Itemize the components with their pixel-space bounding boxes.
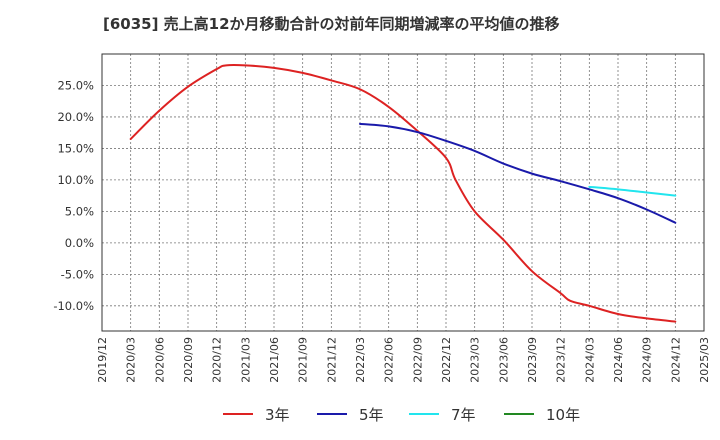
x-tick-label: 2022/09 [411,337,424,383]
x-tick-label: 2024/09 [641,337,654,383]
x-axis-ticks: 2019/12 2020/03 2020/06 2020/09 2020/12 2021/… [96,337,711,383]
grid-lines [101,54,705,331]
x-tick-label: 2024/06 [612,337,625,383]
x-tick-label: 2019/12 [96,337,109,383]
y-tick-label: 20.0% [57,110,94,124]
x-tick-label: 2021/09 [297,337,310,383]
legend-swatch-7yr [409,413,439,415]
series-line-3yr [129,63,677,323]
x-tick-label: 2023/03 [469,337,482,383]
legend-swatch-10yr [504,413,534,415]
series-line-5yr [359,122,677,224]
legend-item-3yr: 3年 [223,404,290,424]
legend-item-10yr: 10年 [504,404,580,424]
x-tick-label: 2024/03 [583,337,596,383]
x-tick-label: 2024/12 [669,337,682,383]
x-tick-label: 2020/03 [125,337,138,383]
x-tick-label: 2025/03 [698,337,711,383]
y-tick-label: 10.0% [57,173,94,187]
x-tick-label: 2020/09 [182,337,195,383]
y-tick-label: -5.0% [61,267,94,281]
x-tick-label: 2023/12 [555,337,568,383]
x-tick-label: 2021/12 [325,337,338,383]
legend-label-7yr: 7年 [451,405,476,424]
y-tick-label: -10.0% [53,299,94,313]
legend-label-5yr: 5年 [359,405,384,424]
y-tick-label: 15.0% [57,141,94,155]
x-tick-label: 2023/06 [497,337,510,383]
legend-swatch-5yr [317,413,347,415]
y-tick-label: 0.0% [65,236,94,250]
x-tick-label: 2022/03 [354,337,367,383]
legend-item-7yr: 7年 [409,404,476,424]
x-tick-label: 2023/09 [526,337,539,383]
series-lines [129,63,677,323]
x-tick-label: 2021/03 [239,337,252,383]
y-tick-label: 5.0% [65,204,94,218]
series-line-7yr [588,185,677,197]
chart-title: [6035] 売上高12か月移動合計の対前年同期増減率の平均値の推移 [103,15,560,33]
x-tick-label: 2021/06 [268,337,281,383]
y-axis-ticks: 25.0% 20.0% 15.0% 10.0% 5.0% 0.0% -5.0% -10.0% [53,78,94,312]
x-tick-label: 2022/06 [383,337,396,383]
x-tick-label: 2020/12 [211,337,224,383]
legend-swatch-3yr [223,413,253,415]
plot-area-frame [101,53,705,332]
x-tick-label: 2022/12 [440,337,453,383]
legend-label-3yr: 3年 [265,405,290,424]
y-tick-label: 25.0% [57,78,94,92]
x-tick-label: 2020/06 [153,337,166,383]
legend: 3年 5年 7年 10年 [0,400,720,428]
legend-label-10yr: 10年 [546,405,581,424]
legend-item-5yr: 5年 [317,404,384,424]
